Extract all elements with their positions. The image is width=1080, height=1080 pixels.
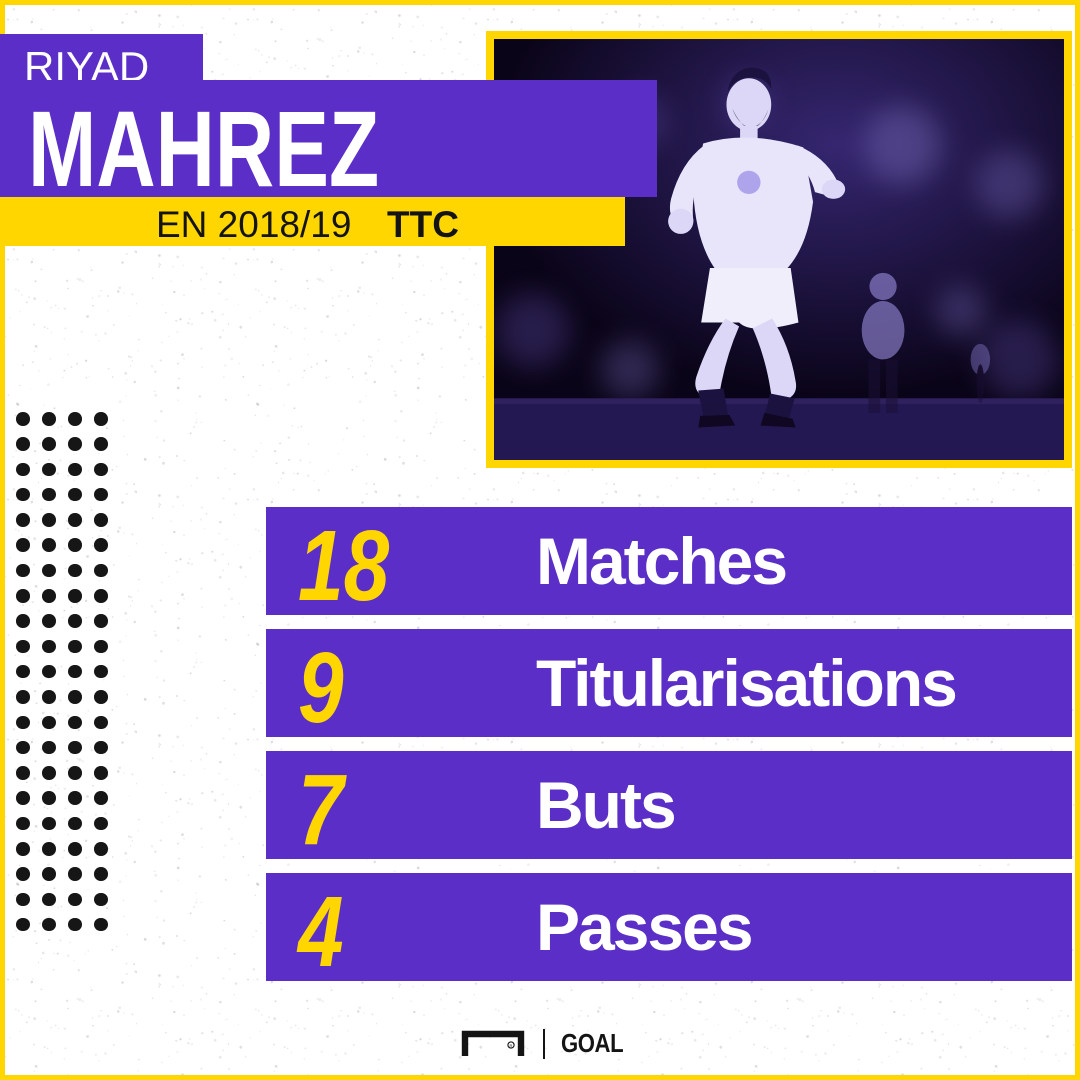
- svg-text:R: R: [510, 1043, 513, 1048]
